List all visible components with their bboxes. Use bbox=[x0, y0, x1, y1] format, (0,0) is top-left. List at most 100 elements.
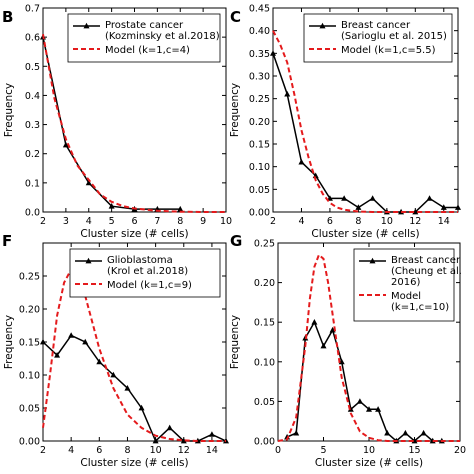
y-tick-label: 0.10 bbox=[254, 357, 275, 368]
x-tick-label: 3 bbox=[63, 216, 69, 227]
legend-model-label: Model (k=1,c=9) bbox=[107, 280, 192, 291]
x-tick-label: 6 bbox=[327, 216, 333, 227]
legend-data-label: 2016) bbox=[391, 277, 420, 288]
data-point bbox=[284, 90, 291, 97]
data-point bbox=[62, 141, 69, 148]
y-tick-label: 0.35 bbox=[249, 49, 270, 60]
y-axis-label: Frequency bbox=[229, 315, 241, 369]
legend-data-label: (Kozminsky et al.2018) bbox=[105, 31, 220, 42]
model-series-line bbox=[277, 253, 460, 442]
data-series-line bbox=[42, 36, 181, 210]
legend-model-label: Model bbox=[391, 291, 421, 302]
x-axis-label: Cluster size (# cells) bbox=[311, 228, 419, 240]
x-tick-label: 4 bbox=[298, 216, 304, 227]
data-point bbox=[426, 195, 433, 201]
data-point bbox=[356, 398, 363, 404]
x-tick-label: 10 bbox=[381, 216, 393, 227]
legend-data-marker bbox=[319, 22, 326, 29]
data-series-line bbox=[272, 53, 458, 213]
data-point bbox=[320, 342, 327, 349]
y-tick-label: 0.10 bbox=[19, 371, 40, 382]
legend-data-marker bbox=[83, 22, 90, 29]
y-tick-label: 0.05 bbox=[254, 397, 275, 408]
x-tick-label: 12 bbox=[409, 216, 421, 227]
panel-letter: G bbox=[230, 232, 242, 250]
y-tick-label: 0.6 bbox=[25, 33, 40, 44]
y-tick-label: 0.2 bbox=[25, 149, 40, 160]
x-axis-label: Cluster size (# cells) bbox=[80, 228, 188, 240]
data-point bbox=[420, 429, 427, 436]
data-point bbox=[402, 429, 409, 436]
legend-data-label: Prostate cancer bbox=[105, 20, 184, 31]
legend-data-label: Breast cancer bbox=[341, 20, 411, 31]
x-tick-label: 12 bbox=[178, 445, 190, 456]
data-point bbox=[110, 371, 117, 378]
x-tick-label: 5 bbox=[109, 216, 115, 227]
model-series-line bbox=[42, 267, 226, 442]
model-series-line bbox=[42, 34, 226, 213]
data-point bbox=[194, 437, 201, 444]
data-point bbox=[152, 437, 159, 444]
data-point bbox=[440, 204, 447, 210]
y-tick-label: 0.20 bbox=[254, 278, 275, 289]
y-tick-label: 0.25 bbox=[249, 94, 270, 105]
data-point bbox=[85, 179, 92, 186]
data-point bbox=[366, 406, 372, 412]
x-tick-label: 5 bbox=[320, 445, 326, 456]
data-point bbox=[298, 158, 305, 165]
x-tick-label: 7 bbox=[154, 216, 160, 227]
data-point bbox=[455, 204, 461, 210]
data-point bbox=[208, 431, 215, 437]
data-point bbox=[326, 195, 333, 201]
y-tick-label: 0.7 bbox=[25, 4, 40, 15]
x-axis-label: Cluster size (# cells) bbox=[315, 457, 423, 469]
panel-b: B 2 3 4 5 6 7 8 9 10 0.0 0.1 0.2 0.3 0.4 0.5 0.6 0.7 Clust… bbox=[2, 4, 232, 241]
data-point bbox=[375, 406, 382, 412]
y-tick-label: 0.00 bbox=[254, 437, 275, 448]
panel-letter: B bbox=[2, 8, 13, 26]
data-point bbox=[384, 429, 391, 436]
data-point bbox=[54, 352, 61, 358]
y-tick-label: 0.00 bbox=[19, 437, 40, 448]
panel-f: F 2 4 6 8 10 12 14 0.00 0.05 0.10 0.15 0.20 0.25 Clust… bbox=[2, 232, 229, 469]
y-tick-label: 0.40 bbox=[249, 26, 270, 37]
x-tick-label: 9 bbox=[200, 216, 206, 227]
panel-letter: F bbox=[2, 232, 12, 250]
y-tick-label: 0.20 bbox=[249, 117, 270, 128]
y-axis-label: Frequency bbox=[229, 83, 241, 137]
y-axis-label: Frequency bbox=[3, 83, 15, 137]
data-point bbox=[124, 385, 131, 391]
x-tick-label: 14 bbox=[206, 445, 218, 456]
data-point bbox=[108, 202, 115, 209]
y-tick-label: 0.00 bbox=[249, 208, 270, 219]
data-point bbox=[166, 424, 173, 431]
y-tick-label: 0.15 bbox=[19, 338, 40, 349]
y-tick-label: 0.15 bbox=[254, 318, 275, 329]
x-tick-label: 8 bbox=[177, 216, 183, 227]
x-tick-label: 15 bbox=[408, 445, 420, 456]
legend-box bbox=[67, 13, 221, 63]
y-tick-label: 0.45 bbox=[249, 4, 270, 15]
x-tick-label: 10 bbox=[363, 445, 375, 456]
y-tick-label: 0.30 bbox=[249, 72, 270, 83]
y-tick-label: 0.1 bbox=[25, 178, 40, 189]
x-tick-label: 2 bbox=[40, 445, 46, 456]
y-tick-label: 0.0 bbox=[25, 208, 40, 219]
model-series-line bbox=[272, 30, 458, 213]
y-axis-label: Frequency bbox=[3, 315, 15, 369]
legend-data-label: Glioblastoma bbox=[107, 255, 173, 266]
x-tick-label: 8 bbox=[124, 445, 130, 456]
x-tick-label: 10 bbox=[150, 445, 162, 456]
data-point bbox=[293, 429, 300, 436]
data-point bbox=[96, 358, 103, 365]
y-tick-label: 0.15 bbox=[249, 140, 270, 151]
legend-model-label: Model (k=1,c=5.5) bbox=[341, 45, 436, 56]
legend-data-marker bbox=[369, 257, 376, 264]
x-tick-label: 20 bbox=[454, 445, 466, 456]
x-tick-label: 4 bbox=[86, 216, 92, 227]
data-point bbox=[270, 50, 276, 56]
data-point bbox=[177, 205, 184, 212]
x-tick-label: 10 bbox=[220, 216, 232, 227]
x-tick-label: 6 bbox=[96, 445, 102, 456]
y-tick-label: 0.05 bbox=[249, 185, 270, 196]
